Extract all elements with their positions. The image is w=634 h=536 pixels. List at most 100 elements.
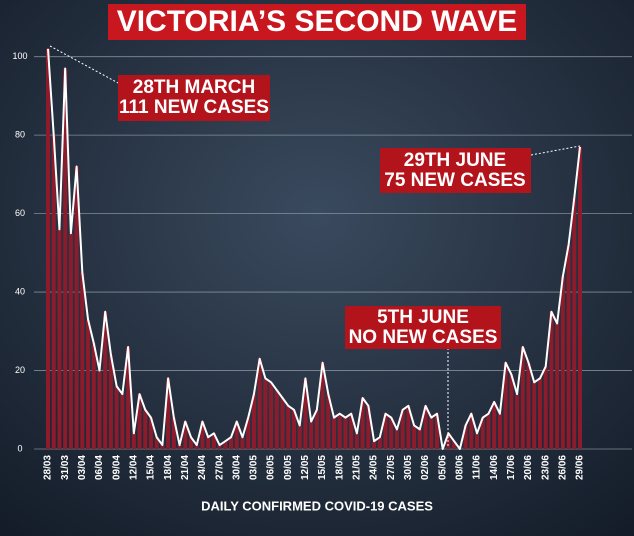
bar: [354, 433, 359, 449]
bar: [240, 437, 245, 449]
bar: [97, 370, 102, 449]
bar: [86, 319, 91, 449]
bar: [326, 394, 331, 449]
bar: [80, 272, 85, 449]
y-tick-label: 80: [15, 130, 25, 140]
bar: [566, 245, 571, 449]
bar: [383, 413, 388, 449]
bar: [160, 445, 165, 449]
bar: [486, 413, 491, 449]
bar: [68, 233, 73, 449]
bar: [475, 433, 480, 449]
bar: [343, 417, 348, 449]
x-tick-label: 28/03: [43, 455, 54, 480]
y-tick-label: 40: [15, 286, 25, 296]
bar: [555, 323, 560, 449]
bar: [309, 421, 314, 449]
annotation-box: [118, 75, 270, 121]
annotation-text: 28TH MARCH: [133, 77, 255, 98]
bar: [480, 417, 485, 449]
annotations: 28TH MARCH 111 NEW CASES 29TH JUNE 75 NE…: [49, 45, 581, 447]
x-tick-label: 12/05: [300, 455, 311, 480]
bar: [578, 146, 582, 449]
x-tick-label: 26/06: [557, 455, 568, 480]
x-tick-label: 09/05: [283, 455, 294, 480]
bar: [108, 354, 113, 449]
plot: 0 20 40 60 80 100 28/03 31/03 03/04 06/04 09/04 12/…: [12, 48, 632, 480]
title-banner: [108, 4, 526, 40]
bar: [274, 390, 279, 449]
bar: [217, 445, 222, 449]
bar: [406, 405, 411, 449]
annotation-box: [380, 148, 531, 193]
bar: [297, 425, 302, 449]
bar: [520, 347, 525, 449]
bar: [269, 382, 274, 449]
bar: [394, 429, 399, 449]
x-tick-label: 08/06: [455, 455, 466, 480]
bar: [417, 429, 422, 449]
line: [47, 48, 581, 450]
bar: [429, 417, 434, 449]
bar: [543, 366, 548, 449]
bar: [537, 378, 542, 449]
bar: [57, 229, 62, 449]
x-tick-label: 06/04: [94, 455, 105, 480]
x-tick-label: 29/06: [575, 455, 586, 480]
bar: [131, 433, 136, 449]
x-tick-label: 18/05: [334, 455, 345, 480]
y-tick-label: 60: [15, 208, 25, 218]
y-tick-label: 20: [15, 365, 25, 375]
x-tick-label: 14/06: [489, 455, 500, 480]
bar: [549, 311, 554, 449]
bar: [492, 401, 497, 449]
bar: [515, 394, 520, 449]
bar: [377, 437, 382, 449]
annotation-text: NO NEW CASES: [349, 327, 498, 348]
bar: [148, 417, 153, 449]
x-tick-label: 18/04: [163, 455, 174, 480]
y-tick-label: 100: [12, 51, 27, 61]
bar: [332, 417, 337, 449]
y-tick-label: 0: [17, 443, 22, 453]
annotation-text: 75 NEW CASES: [384, 170, 525, 191]
annotation-text: 5TH JUNE: [377, 307, 469, 328]
bar: [349, 413, 354, 449]
bar: [372, 441, 377, 449]
bar: [183, 421, 188, 449]
x-tick-label: 03/05: [249, 455, 260, 480]
bar: [246, 417, 251, 449]
bar: [572, 197, 577, 449]
x-tick-label: 30/05: [403, 455, 414, 480]
x-tick-label: 15/04: [146, 455, 157, 480]
bar: [366, 405, 371, 449]
bar: [234, 421, 239, 449]
x-tick-label: 21/05: [352, 455, 363, 480]
bar: [263, 378, 268, 449]
bar: [291, 409, 296, 449]
x-tick-label: 15/05: [317, 455, 328, 480]
leader-line: [530, 145, 581, 156]
bar: [103, 311, 108, 449]
x-axis-label: DAILY CONFIRMED COVID-19 CASES: [201, 498, 433, 513]
x-tick-label: 17/06: [506, 455, 517, 480]
x-tick-label: 11/06: [472, 455, 483, 480]
bar: [532, 382, 537, 449]
bar: [560, 276, 565, 449]
chart-title: VICTORIA’S SECOND WAVE: [117, 5, 518, 38]
bar: [166, 378, 171, 449]
x-tick-label: 30/04: [231, 455, 242, 480]
bar: [257, 358, 262, 449]
x-tick-label: 21/04: [180, 455, 191, 480]
bar: [314, 409, 319, 449]
bar: [206, 437, 211, 449]
bar: [503, 362, 508, 449]
x-tick-label: 23/06: [540, 455, 551, 480]
bar: [120, 394, 125, 449]
x-tick-label: 09/04: [111, 455, 122, 480]
bar: [389, 417, 394, 449]
x-tick-label: 20/06: [523, 455, 534, 480]
annotation-box: [345, 306, 501, 349]
annotation-text: 111 NEW CASES: [119, 97, 269, 118]
